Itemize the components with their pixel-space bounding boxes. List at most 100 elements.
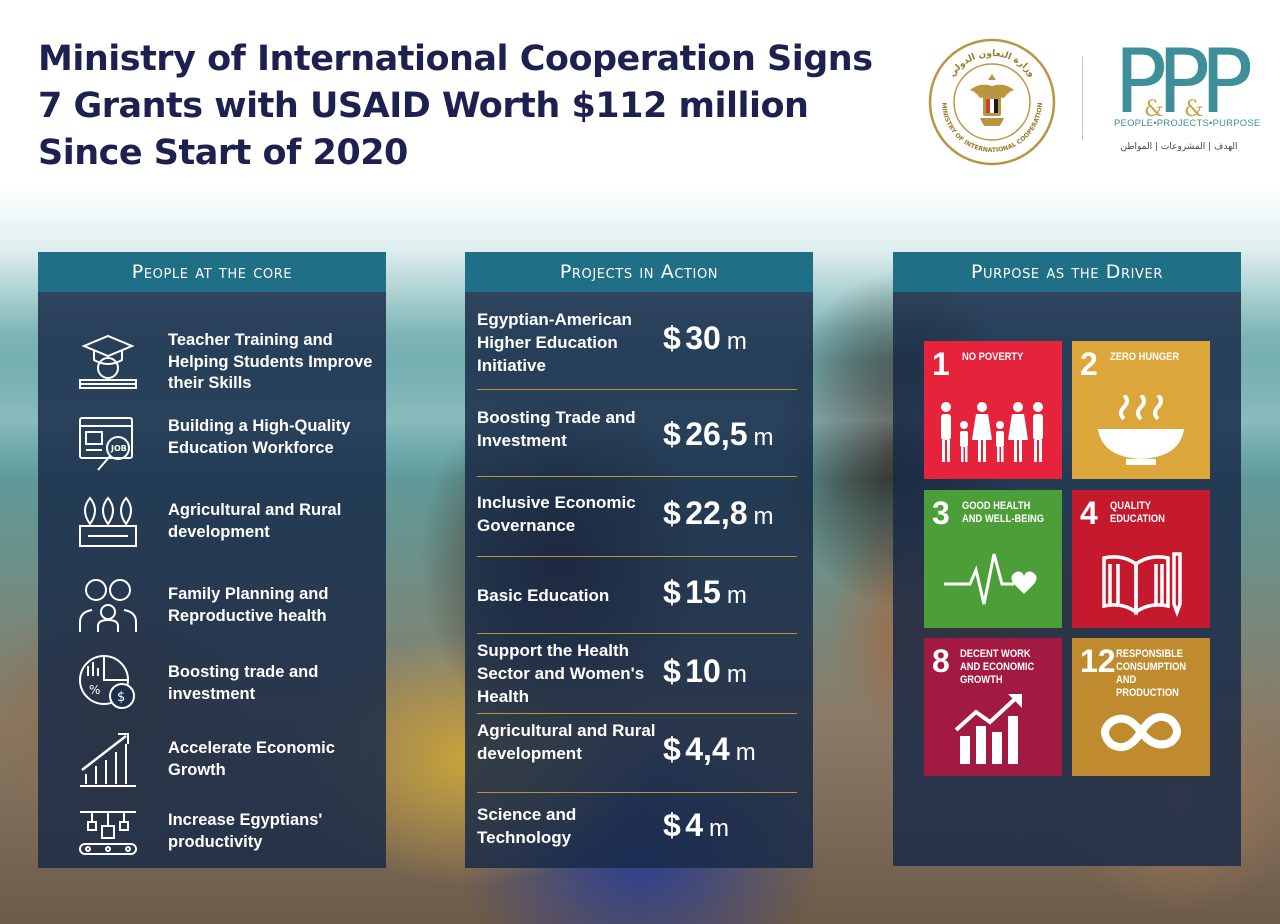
core-item-teacher-training: Teacher Training and Helping Students Im…	[38, 324, 386, 394]
sdg-number: 1	[932, 346, 950, 382]
currency-symbol: $	[663, 495, 681, 531]
project-name: Agricultural and Rural development	[477, 721, 656, 763]
sdg-tile-12: 12 Responsible Consumption and Productio…	[1072, 638, 1210, 776]
amount-unit: m	[726, 328, 747, 355]
amount-unit: m	[726, 582, 747, 609]
currency-symbol: $	[663, 416, 681, 452]
sdg-label: No Poverty	[962, 351, 1024, 363]
core-item-text: Boosting trade and investment	[168, 663, 319, 703]
amount-value: 4	[685, 807, 704, 843]
project-amount: $ 4,4 m	[663, 731, 756, 768]
amount-value: 4,4	[685, 731, 730, 767]
project-name: Basic Education	[477, 586, 610, 605]
project-amount: $ 15 m	[663, 574, 747, 611]
core-item-productivity: Increase Egyptians' productivity	[38, 804, 386, 874]
ministry-seal-logo: وزارة التعاون الدولي MINISTRY OF INTERNA…	[928, 38, 1056, 166]
sdg-tile-8: 8 Decent Work and Economic Growth	[924, 638, 1062, 776]
ppp-tagline: PEOPLE•PROJECTS•PURPOSE	[1114, 118, 1261, 129]
sdg-label: Good Health and Well-Being	[962, 500, 1045, 525]
food-bowl-icon	[1098, 395, 1184, 465]
core-item-family-planning: Family Planning and Reproductive health	[38, 570, 386, 640]
core-item-text: Teacher Training and Helping Students Im…	[168, 331, 373, 392]
project-separator	[477, 792, 797, 793]
logo-divider	[1082, 56, 1083, 140]
core-item-education-workforce: JOB Building a High-Quality Education Wo…	[38, 412, 386, 482]
project-amount: $ 22,8 m	[663, 495, 774, 532]
agriculture-icon	[79, 496, 137, 547]
headline: Ministry of International Cooperation Si…	[38, 39, 873, 173]
growth-chart-icon	[80, 733, 136, 787]
sdg-label: Zero Hunger	[1110, 351, 1180, 363]
core-item-text: Building a High-Quality Education Workfo…	[168, 417, 351, 457]
core-item-text: Accelerate Economic Growth	[168, 739, 335, 779]
heartbeat-icon	[944, 553, 1037, 605]
ppp-letters: PPP	[1114, 32, 1251, 124]
projects-panel: Projects in Action Egyptian-American Hig…	[465, 252, 813, 868]
project-name: Support the Health Sector and Women's He…	[477, 641, 645, 706]
ppp-arabic-tagline: الهدف | المشروعات | المواطن	[1120, 142, 1238, 152]
currency-symbol: $	[663, 320, 681, 356]
project-name: Egyptian-American Higher Education Initi…	[477, 310, 632, 375]
svg-text:&: &	[1144, 97, 1164, 122]
project-name: Boosting Trade and Investment	[477, 408, 636, 450]
amount-unit: m	[735, 739, 756, 766]
sdg-tile-4: 4 Quality Education	[1072, 490, 1210, 628]
svg-text:%: %	[89, 683, 100, 697]
core-item-agriculture: Agricultural and Rural development	[38, 488, 386, 558]
project-amount: $ 10 m	[663, 653, 747, 690]
amount-unit: m	[753, 424, 774, 451]
svg-text:&: &	[1184, 97, 1204, 122]
project-name: Science and Technology	[477, 805, 577, 847]
project-separator	[477, 713, 797, 714]
growth-bars-icon	[954, 694, 1022, 764]
purpose-panel: Purpose as the Driver 1 No Poverty 2 Zer…	[893, 252, 1241, 866]
project-separator	[477, 633, 797, 634]
currency-symbol: $	[663, 731, 681, 767]
amount-value: 10	[685, 653, 721, 689]
project-separator	[477, 389, 797, 390]
amount-value: 30	[685, 320, 721, 356]
sdg-number: 2	[1080, 346, 1098, 382]
sdg-tile-3: 3 Good Health and Well-Being	[924, 490, 1062, 628]
sdg-label: Decent Work and Economic Growth	[960, 648, 1035, 686]
core-item-text: Agricultural and Rural development	[168, 501, 342, 541]
productivity-icon	[79, 811, 137, 855]
sdg-tile-2: 2 Zero Hunger	[1072, 341, 1210, 479]
trade-investment-icon: % $	[79, 655, 135, 709]
amount-unit: m	[709, 815, 730, 842]
currency-symbol: $	[663, 807, 681, 843]
sdg-tile-1: 1 No Poverty	[924, 341, 1062, 479]
svg-text:JOB: JOB	[110, 444, 127, 453]
sdg-number: 3	[932, 495, 950, 531]
people-panel: People at the core Teacher Training and …	[38, 252, 386, 868]
sdg-label: Responsible Consumption and Production	[1116, 648, 1187, 699]
currency-symbol: $	[663, 574, 681, 610]
project-amount: $ 26,5 m	[663, 416, 774, 453]
project-name: Inclusive Economic Governance	[477, 493, 636, 535]
job-search-icon: JOB	[79, 417, 133, 471]
family-poverty-icon	[941, 402, 1043, 462]
svg-text:$: $	[117, 690, 125, 705]
amount-value: 22,8	[685, 495, 748, 531]
ppp-logo: PPP & & PEOPLE•PROJECTS•PURPOSE الهدف | …	[1100, 28, 1268, 178]
teacher-training-icon	[79, 334, 137, 389]
people-panel-title: People at the core	[38, 252, 386, 292]
core-item-growth: Accelerate Economic Growth	[38, 726, 386, 796]
ppp-letters-mark: PPP & &	[1114, 32, 1254, 124]
project-amount: $ 30 m	[663, 320, 747, 357]
purpose-panel-title: Purpose as the Driver	[893, 252, 1241, 292]
open-book-icon	[1102, 552, 1182, 617]
projects-panel-title: Projects in Action	[465, 252, 813, 292]
infinity-loop-icon	[1101, 713, 1181, 751]
core-item-text: Increase Egyptians' productivity	[168, 811, 323, 851]
core-item-text: Family Planning and Reproductive health	[168, 585, 329, 625]
sdg-label: Quality Education	[1110, 500, 1165, 525]
amount-value: 26,5	[685, 416, 748, 452]
amount-value: 15	[685, 574, 721, 610]
sdg-number: 4	[1080, 495, 1098, 531]
project-separator	[477, 476, 797, 477]
currency-symbol: $	[663, 653, 681, 689]
family-icon	[79, 579, 137, 632]
sdg-number: 8	[932, 643, 950, 679]
